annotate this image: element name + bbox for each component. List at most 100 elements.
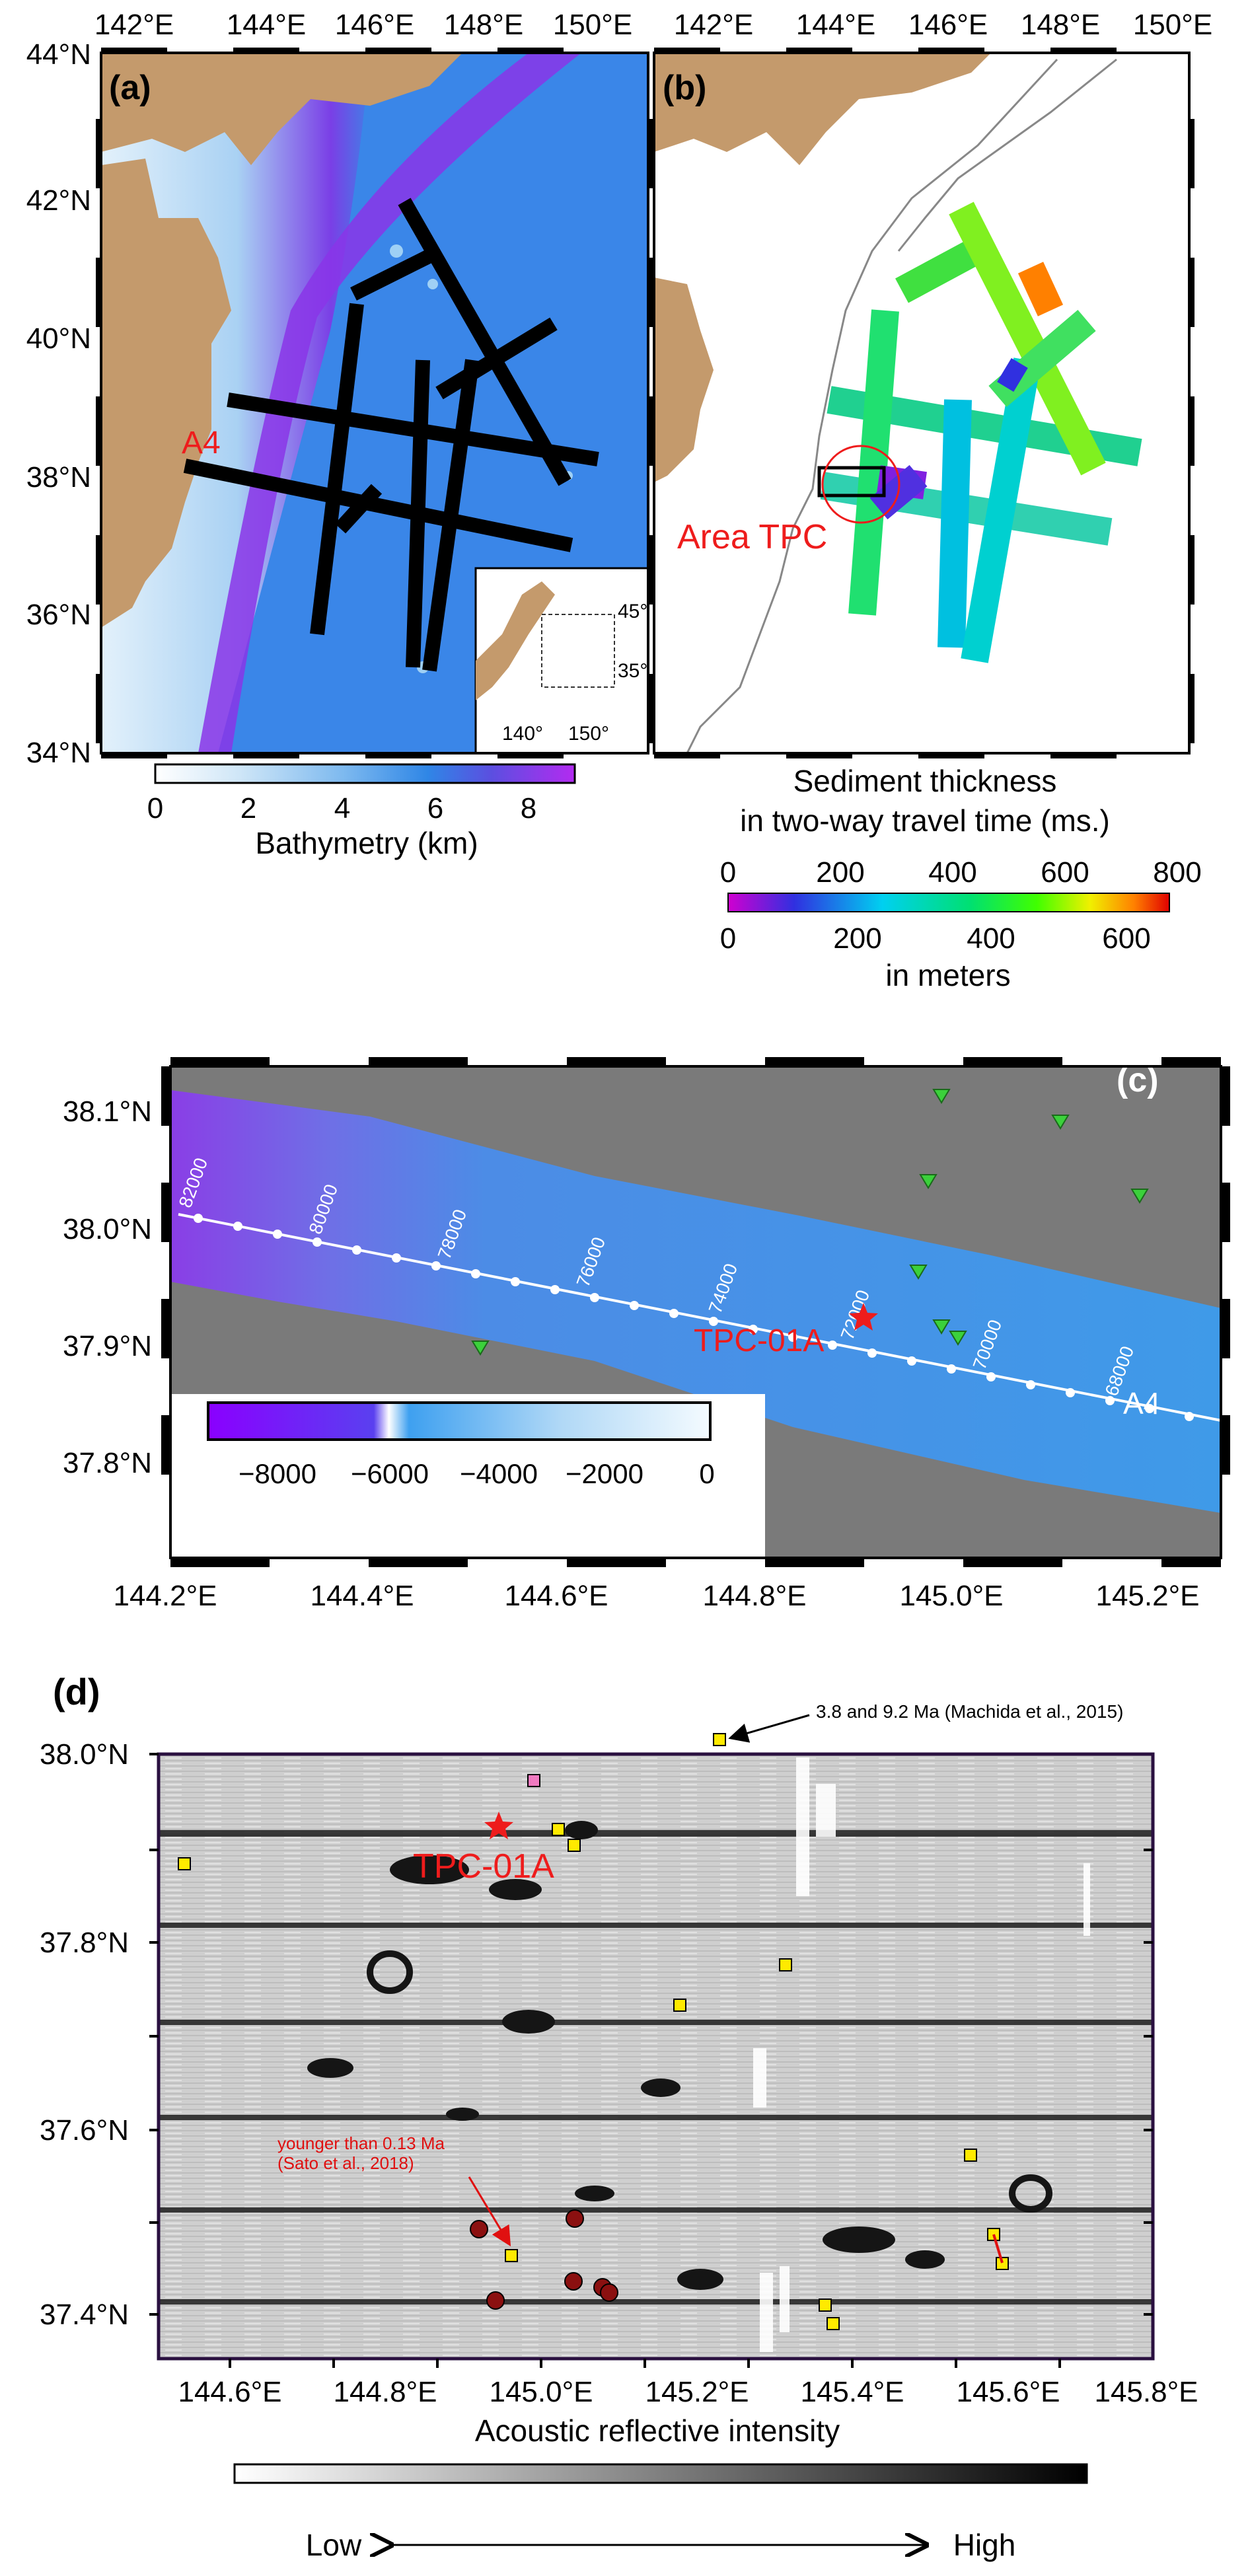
panel-c-colorbar [207,1401,712,1441]
low-label: Low [306,2528,362,2562]
twt-tick: 400 [928,856,976,889]
bathy-tick: 8 [521,792,536,825]
meter-tick: 600 [1102,922,1150,955]
sediment-title-1: Sediment thickness [793,764,1057,798]
panel-b-lon-tick: 144°E [796,9,875,41]
panel-c-lon-tick: 144.8°E [702,1580,806,1612]
panel-a-lon-tick: 148°E [444,9,523,41]
survey-lines [183,198,599,672]
japan-land-b [654,277,714,482]
profile-line [178,1213,1222,1422]
panel-d-lon-tick: 145.4°E [800,2376,904,2408]
panel-b-lon-tick: 146°E [908,9,988,41]
panel-c-lon-tick: 145.2°E [1095,1580,1199,1612]
inset-lon-tick: 140° [502,723,543,745]
bathy-tick: 4 [334,792,350,825]
depth-tick: −2000 [566,1458,643,1489]
panel-b-lon-tick: 142°E [674,9,753,41]
area-tpc-label: Area TPC [677,518,827,556]
area-tpc-box [817,466,886,497]
panel-d-lon-tick: 145.8°E [1094,2376,1198,2408]
panel-c-lat-tick: 37.9°N [63,1330,152,1362]
annotation-sato-1: younger than 0.13 Ma [277,2133,445,2153]
panel-a: 142°E 144°E 146°E 148°E 150°E 44°N 42°N … [26,9,653,860]
inset-lon-tick: 150° [568,723,609,745]
panel-d-lat-tick: 37.8°N [40,1927,129,1959]
reflectivity-colorbar [233,2463,1088,2484]
panel-b-lon-tick: 150°E [1133,9,1212,41]
panel-c-lon-tick: 144.2°E [113,1580,217,1612]
panel-a-lat-tick: 40°N [26,322,91,355]
meter-tick: 0 [720,922,736,955]
hokkaido-land-b [654,53,991,165]
panel-d-label: (d) [53,1671,100,1712]
pink-marker [527,1774,540,1787]
petit-spot-patches [307,1821,1052,2290]
panel-d-lon-tick: 144.8°E [333,2376,437,2408]
profile-a4-label-c: A4 [1123,1386,1160,1420]
panel-c-lon-tick: 144.6°E [504,1580,608,1612]
panel-d-lon-tick: 145.2°E [645,2376,749,2408]
sediment-tracks [820,202,1142,663]
twt-tick: 200 [816,856,864,889]
trench-outline [686,58,1058,754]
panel-b-label: (b) [663,69,706,107]
panel-a-label: (a) [109,69,151,107]
sonar-image [159,1754,1153,2359]
inset-map: 45° 35° 140° 150° [474,567,649,754]
panel-a-lat-tick: 42°N [26,184,91,217]
twt-tick: 0 [720,856,736,889]
reflectivity-title: Acoustic reflective intensity [475,2413,840,2448]
twt-tick: 800 [1153,856,1201,889]
sonar-seams [159,1830,1153,2304]
panel-d: (d) 3.8 and 9.2 Ma (Machida et al., 2015… [40,1671,1198,2562]
profile-dots [194,1214,1194,1421]
panel-a-lat-tick: 36°N [26,599,91,631]
panel-d-lat-tick: 38.0°N [40,1738,129,1771]
panel-c-lon-tick: 144.4°E [310,1580,414,1612]
panel-c-lon-tick: 145.0°E [899,1580,1003,1612]
panel-a-lon-tick: 142°E [94,9,174,41]
panel-d-lon-tick: 145.0°E [489,2376,593,2408]
annotation-machida: 3.8 and 9.2 Ma (Machida et al., 2015) [816,1701,1123,1722]
panel-a-lon-tick: 144°E [227,9,306,41]
bathy-tick: 6 [427,792,443,825]
profile-a4-label: A4 [182,425,221,460]
bathy-tick: 0 [147,792,163,825]
obs-stations [471,1089,1149,1356]
panel-a-lon-tick: 146°E [335,9,414,41]
panel-d-lon-tick: 144.6°E [178,2376,281,2408]
high-label: High [953,2528,1016,2562]
site-star-d [484,1812,513,1839]
meter-tick: 400 [967,922,1015,955]
twt-tick: 600 [1041,856,1089,889]
meter-tick: 200 [833,922,881,955]
site-star [849,1303,878,1331]
panel-d-lat-tick: 37.4°N [40,2299,129,2331]
panel-d-lon-tick: 145.6°E [956,2376,1060,2408]
inset-lat-tick: 35° [618,660,647,682]
panel-a-lat-tick: 44°N [26,38,91,71]
depth-tick: −6000 [351,1458,429,1489]
panel-b: 142°E 144°E 146°E 148°E 150°E [649,9,1212,992]
bathymetry-colorbar [154,763,576,784]
sediment-colorbar [727,893,1170,912]
bathy-tick: 2 [240,792,256,825]
panel-c-lat-tick: 38.1°N [63,1095,152,1128]
panel-c-lat-tick: 38.0°N [63,1213,152,1245]
panel-c-lat-tick: 37.8°N [63,1447,152,1479]
sample-squares [178,1823,1009,2330]
panel-d-frame [157,1752,1155,2361]
site-label-d: TPC-01A [413,1847,554,1886]
sample-marker [713,1733,726,1746]
bathymetry-swath [170,1090,1221,1513]
dredge-sites [470,2209,618,2310]
sediment-title-2: in two-way travel time (ms.) [740,803,1110,838]
depth-tick: −4000 [460,1458,538,1489]
inset-lat-tick: 45° [618,601,647,622]
hokkaido-land [101,53,462,165]
japan-land [101,159,231,628]
panel-a-lat-tick: 34°N [26,737,91,769]
panel-b-lon-tick: 148°E [1021,9,1100,41]
